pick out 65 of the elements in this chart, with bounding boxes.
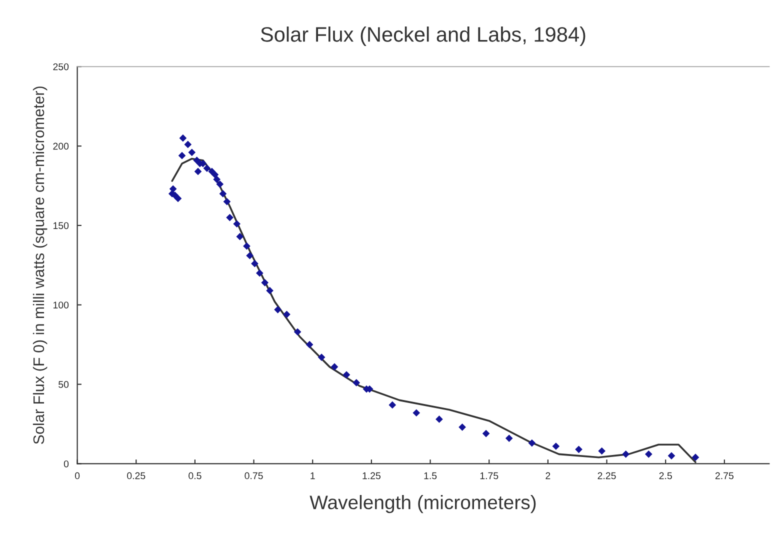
- point: [598, 447, 606, 455]
- y-tick-label: 50: [58, 381, 69, 388]
- x-tick-label: 1: [310, 472, 315, 480]
- point: [436, 416, 443, 423]
- x-tick-label: 2: [546, 472, 550, 480]
- point: [243, 242, 250, 250]
- point: [482, 430, 490, 438]
- point: [184, 140, 192, 148]
- y-tick-label: 0: [64, 460, 69, 468]
- point: [644, 450, 652, 458]
- point: [261, 278, 269, 286]
- point: [330, 363, 338, 370]
- y-tick-label: 150: [53, 222, 69, 230]
- point: [668, 452, 676, 460]
- point: [622, 450, 630, 458]
- point: [194, 168, 202, 176]
- point: [223, 198, 231, 206]
- point: [188, 148, 196, 156]
- point: [219, 190, 227, 198]
- point: [692, 454, 700, 462]
- x-axis-title: Wavelength (micrometers): [310, 494, 536, 514]
- point: [174, 194, 182, 202]
- point: [213, 176, 221, 184]
- point: [352, 379, 360, 386]
- x-tick-label: 0: [74, 472, 80, 480]
- point: [233, 220, 241, 228]
- point: [505, 434, 513, 442]
- point: [256, 269, 264, 277]
- point: [342, 371, 350, 378]
- point: [306, 340, 314, 348]
- point: [575, 446, 582, 454]
- x-tick-label: 0.75: [244, 472, 263, 480]
- y-tick-label: 200: [53, 142, 69, 150]
- y-axis-title: Solar Flux (F 0) in milli watts (square cm-micrometer): [32, 86, 48, 444]
- point: [216, 180, 224, 188]
- point: [179, 134, 187, 142]
- point: [552, 442, 560, 450]
- x-tick-label: 2.5: [659, 472, 672, 480]
- point: [274, 306, 282, 314]
- point: [458, 424, 466, 431]
- point: [236, 232, 244, 240]
- point: [226, 214, 234, 222]
- point: [211, 170, 219, 178]
- point: [246, 252, 254, 260]
- point: [388, 401, 396, 409]
- point: [178, 152, 186, 160]
- point: [203, 164, 211, 172]
- x-tick-label: 2.75: [715, 472, 734, 480]
- x-tick-label: 1.75: [480, 472, 498, 480]
- point: [318, 354, 326, 361]
- x-tick-label: 0.5: [188, 472, 202, 480]
- y-tick-label: 100: [53, 302, 69, 308]
- y-tick-label: 250: [53, 63, 69, 70]
- chart-title: Solar Flux (Neckel and Labs, 1984): [260, 26, 586, 46]
- point: [528, 439, 536, 447]
- point: [251, 260, 258, 268]
- point: [294, 328, 302, 336]
- point: [283, 310, 290, 318]
- x-tick-label: 1.25: [362, 472, 380, 480]
- x-tick-label: 2.25: [598, 472, 616, 480]
- point: [169, 185, 177, 193]
- point: [412, 409, 420, 417]
- x-tick-label: 1.5: [424, 472, 437, 480]
- point: [266, 286, 274, 294]
- x-tick-label: 0.25: [127, 472, 146, 480]
